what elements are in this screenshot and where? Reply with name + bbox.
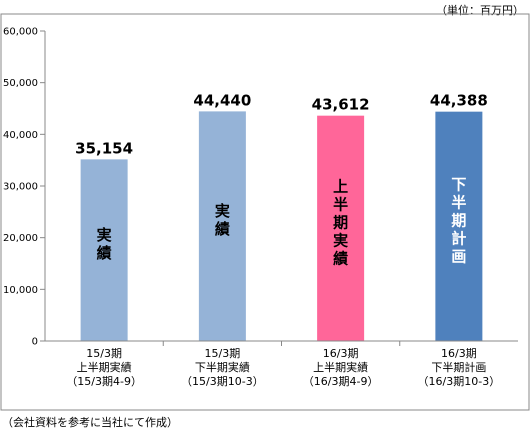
bar-label-char: 期	[333, 213, 348, 231]
bar	[80, 159, 128, 341]
category-label: （15/3期4-9）	[66, 375, 142, 388]
source-note: （会社資料を参考に当社にて作成）	[2, 416, 178, 429]
data-label: 44,440	[193, 91, 251, 109]
bar-label-char: 画	[451, 247, 466, 265]
y-tick-label: 20,000	[3, 233, 38, 244]
y-axis: 0 10,000 20,000 30,000 40,000 50,000 60,000	[3, 27, 46, 348]
bar-label-char: 計	[451, 229, 466, 247]
data-label: 35,154	[75, 139, 133, 157]
bar	[435, 111, 483, 341]
bar-label-char: 実	[215, 202, 230, 220]
category-label: 上半期実績	[313, 360, 368, 374]
bar-label-char: 上	[333, 177, 348, 195]
data-label: 44,388	[430, 92, 488, 110]
bar-label-char: 期	[451, 211, 466, 229]
y-tick-label: 10,000	[3, 285, 38, 296]
bar-label-char: 実	[97, 226, 112, 244]
x-axis: 15/3期上半期実績（15/3期4-9）15/3期下半期実績（15/3期10-3…	[45, 340, 518, 388]
category-label: 15/3期	[205, 347, 241, 360]
category-label: 15/3期	[86, 347, 122, 360]
y-tick-label: 30,000	[3, 182, 38, 193]
category-label: （16/3期10-3）	[418, 375, 501, 388]
chart-frame	[0, 13, 530, 411]
category-label: 下半期実績	[195, 360, 250, 374]
bar-label-char: 績	[215, 220, 230, 238]
y-tick-label: 50,000	[3, 78, 38, 89]
category-label: （15/3期10-3）	[181, 375, 264, 388]
category-label: 16/3期	[323, 347, 359, 360]
y-tick-label: 0	[32, 337, 38, 348]
bar	[198, 111, 246, 341]
bar-label-char: 半	[451, 193, 466, 211]
category-label: 16/3期	[441, 347, 477, 360]
category-label: 下半期計画	[431, 360, 486, 374]
data-label: 43,612	[312, 96, 370, 114]
y-tick-label: 60,000	[3, 27, 38, 38]
bar-label-char: 実	[333, 231, 348, 249]
bar-label-char: 下	[451, 175, 466, 193]
y-tick-label: 40,000	[3, 130, 38, 141]
bar-label-char: 半	[333, 195, 348, 213]
category-label: 上半期実績	[77, 360, 132, 374]
bar-label-char: 績	[97, 244, 112, 262]
category-label: （16/3期4-9）	[303, 375, 379, 388]
bar	[317, 115, 365, 342]
bar-label-char: 績	[333, 249, 348, 267]
